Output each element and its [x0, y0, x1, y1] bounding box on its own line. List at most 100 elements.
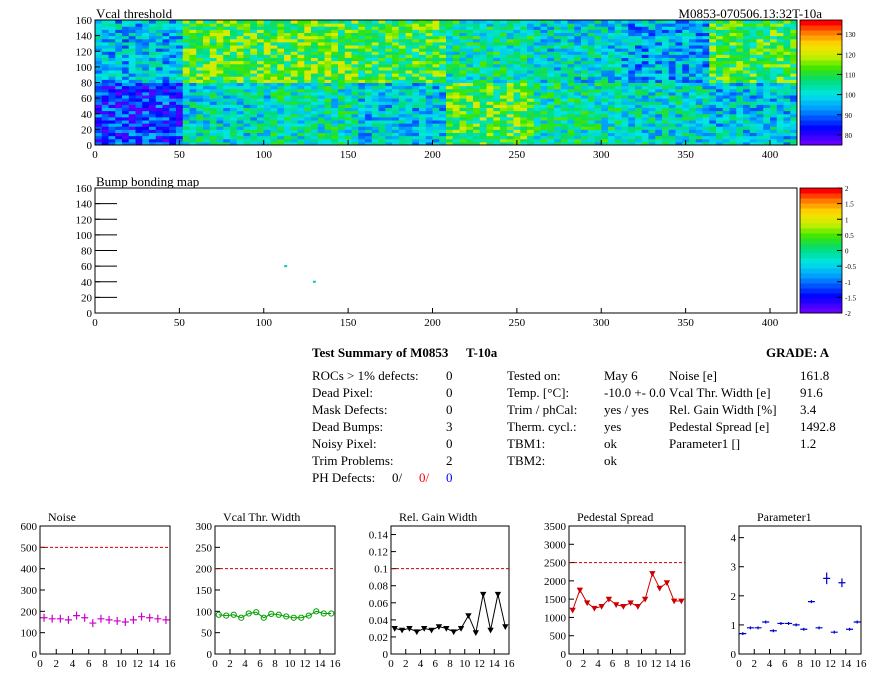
- plot-rel-gain-width-ytick-label: 0.06: [369, 598, 389, 610]
- plot-vcal-thr-width-point: [283, 613, 290, 620]
- plot-vcal-thr-width-point: [298, 614, 305, 621]
- vcal-colorbar-band: [800, 110, 842, 116]
- bump-colorbar-band: [800, 218, 842, 224]
- plot-rel-gain-width-point: [413, 629, 420, 636]
- plot-parameter1-xtick-label: 16: [856, 658, 868, 670]
- vcal-width-value: 91.6: [800, 385, 823, 400]
- plot-vcal-thr-width-point: [328, 610, 335, 617]
- plot-pedestal-spread-point: [576, 587, 584, 594]
- vcal-ytick-label: 80: [81, 78, 93, 90]
- plot-pedestal-spread-point: [591, 605, 598, 612]
- plot-vcal-thr-width-point: [268, 610, 275, 617]
- bump-colorbar-label: 1: [845, 216, 849, 224]
- plot-rel-gain-width-ytick-label: 0.08: [369, 581, 389, 593]
- plot-noise-title: Noise: [48, 510, 76, 524]
- noisy-pixel-label: Noisy Pixel:: [312, 436, 377, 451]
- vcal-ytick-label: 60: [81, 93, 93, 105]
- vcal-xtick-label: 400: [762, 149, 779, 161]
- vcal-colorbar-label: 80: [845, 132, 853, 140]
- plot-rel-gain-width-xtick-label: 14: [489, 658, 501, 670]
- plot-rel-gain-width-xtick-label: 16: [504, 658, 516, 670]
- trim-problems-value: 2: [446, 453, 453, 468]
- vcal-frame: [94, 19, 798, 146]
- vcal-xtick-label: 350: [677, 149, 694, 161]
- vcal-module-id: M0853-070506.13:32T-10a: [678, 6, 822, 21]
- bump-ytick-label: 100: [76, 230, 93, 242]
- plot-vcal-thr-width-point: [305, 612, 312, 619]
- bump-dead-pixel: [284, 265, 288, 268]
- plot-pedestal-spread-frame: [568, 525, 686, 655]
- plot-noise-point: [154, 614, 162, 623]
- bump-ytick-label: 60: [81, 261, 93, 273]
- plot-pedestal-spread-xtick-label: 2: [581, 658, 587, 670]
- vcal-heatmap: [95, 20, 798, 146]
- bump-colorbar-band: [800, 198, 842, 204]
- plot-noise-xtick-label: 8: [102, 658, 108, 670]
- noise-label: Noise [e]: [669, 368, 718, 383]
- mask-defects-value: 0: [446, 402, 453, 417]
- bump-xtick-label: 200: [424, 317, 441, 329]
- vcal-ytick-label: 160: [76, 15, 93, 27]
- plot-parameter1-point: [746, 626, 754, 630]
- plot-noise-point: [138, 612, 146, 621]
- plot-noise-xtick-label: 4: [70, 658, 76, 670]
- gain-width-label: Rel. Gain Width [%]: [669, 402, 777, 417]
- temperature-label: Temp. [°C]:: [507, 385, 570, 400]
- bump-colorbar-band: [800, 263, 842, 269]
- plot-pedestal-spread-xtick-label: 16: [680, 658, 692, 670]
- trim-phcal-value: yes / yes: [604, 402, 649, 417]
- bump-xtick-label: 100: [256, 317, 273, 329]
- plot-parameter1-xtick-label: 4: [767, 658, 773, 670]
- vcal-colorbar-band: [800, 80, 842, 86]
- plot-rel-gain-width-point: [435, 624, 443, 631]
- plot-vcal-thr-width-title: Vcal Thr. Width: [223, 510, 300, 524]
- plot-parameter1-ytick-label: 1: [731, 620, 737, 632]
- grade-label: GRADE: A: [766, 345, 830, 360]
- plot-vcal-thr-width-ytick-label: 0: [207, 649, 213, 661]
- vcal-colorbar-label: 100: [845, 92, 856, 100]
- plot-pedestal-spread-point: [612, 602, 620, 608]
- plot-vcal-thr-width-point: [230, 611, 237, 618]
- plot-vcal-thr-width-ytick-label: 250: [196, 542, 213, 554]
- plot-vcal-thr-width-xtick-label: 16: [330, 658, 342, 670]
- plot-rel-gain-width-ytick-label: 0.1: [374, 564, 388, 576]
- vcal-colorbar-label: 90: [845, 112, 853, 120]
- bump-colorbar-band: [800, 188, 842, 194]
- bump-colorbar-label: -1: [845, 279, 851, 287]
- plot-parameter1-xtick-label: 14: [840, 658, 852, 670]
- bump-colorbar-band: [800, 208, 842, 214]
- noise-value: 161.8: [800, 368, 830, 383]
- bump-colorbar-band: [800, 273, 842, 279]
- plot-noise-point: [121, 618, 129, 626]
- plot-noise-point: [89, 619, 97, 628]
- plot-pedestal-spread-ytick-label: 2500: [544, 558, 567, 570]
- bump-colorbar-band: [800, 278, 842, 284]
- plot-vcal-thr-width-xtick-label: 14: [315, 658, 327, 670]
- bump-colorbar-band: [800, 288, 842, 294]
- plot-noise-point: [81, 613, 89, 622]
- vcal-colorbar-band: [800, 20, 842, 26]
- plot-rel-gain-width-point: [502, 624, 509, 631]
- bump-colorbar-band: [800, 258, 842, 264]
- plot-pedestal-spread-ytick-label: 3000: [544, 539, 567, 551]
- parameter1-label: Parameter1 []: [669, 436, 741, 451]
- plot-parameter1-point: [838, 578, 846, 588]
- vcal-colorbar-label: 130: [845, 31, 856, 39]
- plot-parameter1-point: [830, 630, 838, 634]
- plot-vcal-thr-width-xtick-label: 8: [272, 658, 278, 670]
- bump-colorbar-label: 2: [845, 185, 849, 193]
- plot-parameter1-xtick-label: 2: [752, 658, 758, 670]
- vcal-colorbar-band: [800, 125, 842, 131]
- vcal-colorbar-band: [800, 45, 842, 51]
- plot-noise-point: [97, 614, 105, 623]
- vcal-ytick-label: 140: [76, 31, 93, 43]
- ph-defects-label: PH Defects:: [312, 470, 376, 485]
- plot-parameter1-frame: [738, 525, 862, 655]
- vcal-xtick-label: 0: [92, 149, 98, 161]
- bump-ytick-label: 80: [81, 246, 93, 258]
- plot-noise-point: [56, 614, 64, 623]
- plot-parameter1-xtick-label: 8: [797, 658, 803, 670]
- plot-parameter1-point: [762, 620, 770, 624]
- vcal-xtick-label: 150: [340, 149, 357, 161]
